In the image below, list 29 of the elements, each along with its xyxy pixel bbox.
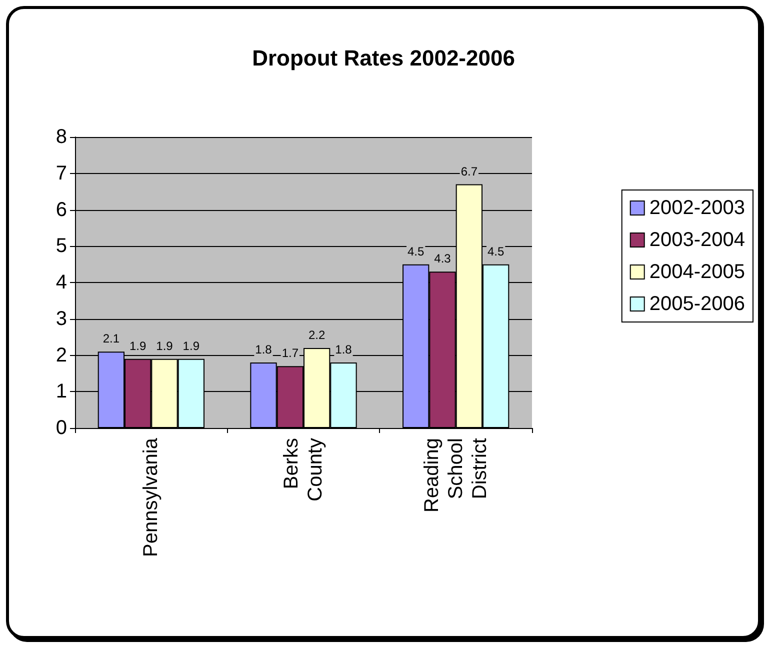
x-tick-label: Reading School District [420,438,491,513]
y-tick-label: 6 [56,198,67,221]
data-label: 4.5 [487,244,504,258]
data-label: 1.9 [156,338,174,353]
data-label: 1.9 [182,338,200,353]
y-tick-label: 1 [56,380,67,403]
y-tick-label: 8 [56,126,67,148]
y-tick-label: 0 [56,417,67,439]
data-label: 2.1 [102,332,120,346]
data-label: 4.5 [408,244,425,258]
legend-label: 2002-2003 [649,197,746,219]
chart-title: Dropout Rates 2002-2006 [252,46,515,70]
y-tick-label: 3 [56,308,67,330]
y-tick-label: 7 [56,162,67,184]
data-label: 1.7 [282,346,299,360]
legend-label: 2004-2005 [649,261,746,283]
x-tick-label: Pennsylvania [140,437,162,557]
legend-label: 2005-2006 [649,293,746,315]
data-label: 1.8 [335,342,352,357]
data-label: 1.8 [255,342,272,357]
data-label: 4.3 [434,252,452,266]
y-tick-label: 4 [56,272,67,294]
x-tick-label: Berks County [280,438,326,502]
y-tick-label: 2 [56,344,67,366]
data-label: 2.2 [308,328,326,342]
y-tick-label: 5 [56,235,67,258]
data-label: 6.7 [460,164,478,178]
data-label: 1.9 [129,338,146,353]
legend-label: 2003-2004 [649,229,746,251]
